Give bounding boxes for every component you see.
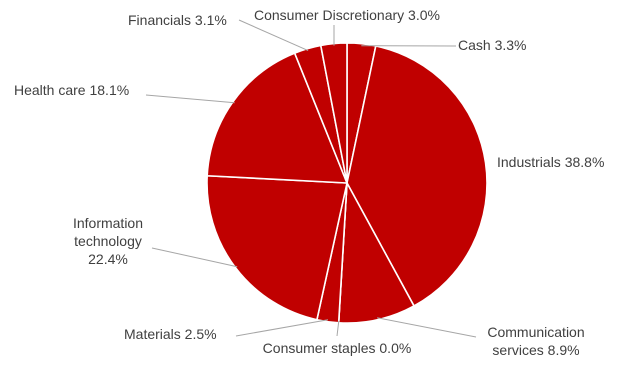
- label-line-communication-services-1: Communication: [487, 324, 584, 340]
- label-communication-services: Communication services 8.9%: [487, 324, 584, 358]
- label-line-consumer-staples-1: Consumer staples 0.0%: [263, 340, 412, 356]
- label-line-information-technology-1: Information: [73, 215, 143, 231]
- leader-line-materials: [236, 320, 328, 336]
- label-line-industrials-1: Industrials 38.8%: [497, 154, 604, 170]
- leader-line-financials: [239, 20, 308, 51]
- leader-line-communication-services: [377, 318, 476, 337]
- slices-layer: [207, 43, 487, 323]
- label-industrials: Industrials 38.8%: [497, 154, 604, 170]
- label-materials: Materials 2.5%: [124, 326, 217, 342]
- label-line-cash-1: Cash 3.3%: [458, 37, 526, 53]
- label-financials: Financials 3.1%: [128, 12, 227, 28]
- label-line-information-technology-2: technology: [74, 233, 142, 249]
- label-line-financials-1: Financials 3.1%: [128, 12, 227, 28]
- label-line-communication-services-2: services 8.9%: [492, 342, 579, 358]
- label-information-technology: Information technology 22.4%: [73, 215, 143, 267]
- label-consumer-staples: Consumer staples 0.0%: [263, 340, 412, 356]
- label-consumer-discretionary: Consumer Discretionary 3.0%: [254, 7, 440, 23]
- label-line-consumer-discretionary-1: Consumer Discretionary 3.0%: [254, 7, 440, 23]
- label-line-materials-1: Materials 2.5%: [124, 326, 217, 342]
- label-line-information-technology-3: 22.4%: [88, 251, 128, 267]
- label-health-care: Health care 18.1%: [14, 82, 129, 98]
- leader-line-health-care: [146, 95, 235, 103]
- label-cash: Cash 3.3%: [458, 37, 526, 53]
- label-line-health-care-1: Health care 18.1%: [14, 82, 129, 98]
